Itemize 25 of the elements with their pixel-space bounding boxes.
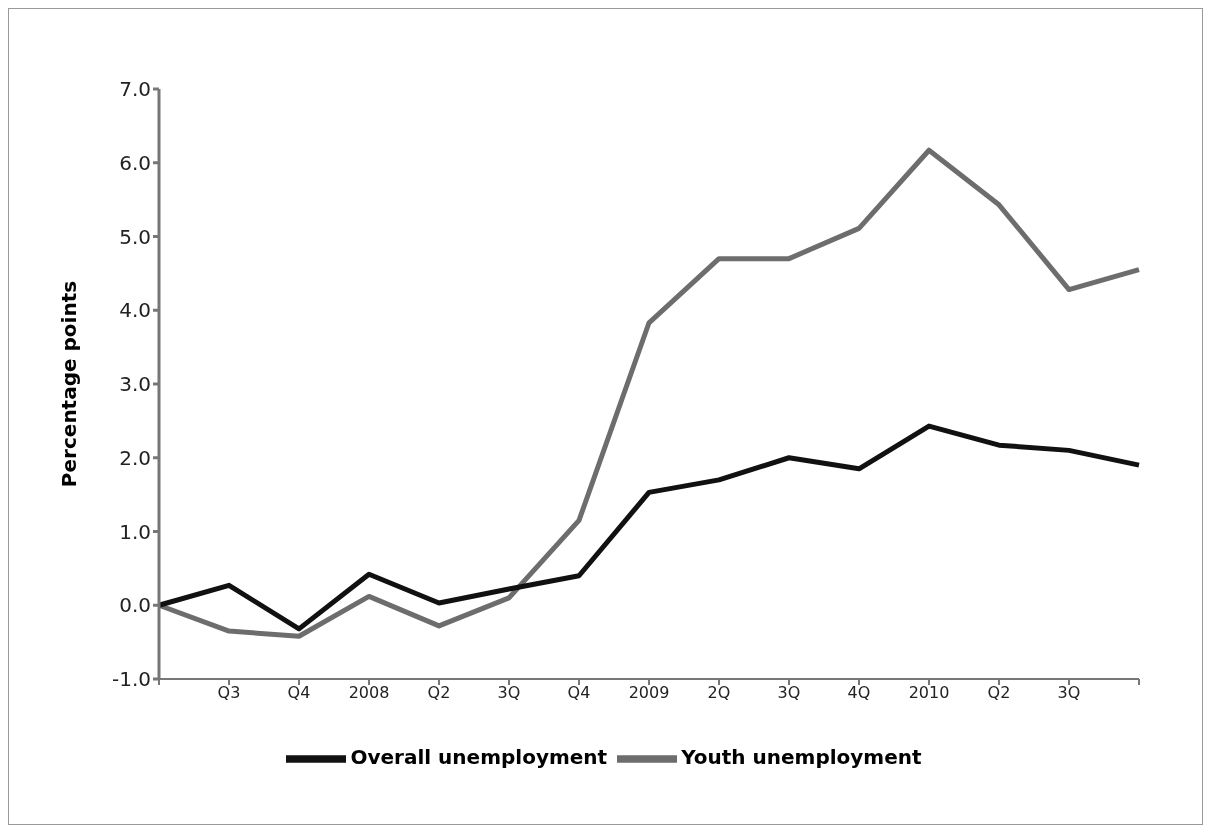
legend-label: Overall unemployment — [350, 744, 608, 769]
x-tick-label: 4Q — [847, 683, 871, 703]
x-tick-label: 2Q — [707, 683, 731, 703]
x-tick-label: 2009 — [628, 683, 670, 703]
y-axis-title: Percentage points — [57, 280, 82, 488]
x-tick-label: 2008 — [348, 683, 390, 703]
x-tick-label: 3Q — [1057, 683, 1081, 703]
x-tick-label: 2010 — [908, 683, 950, 703]
y-tick-label: 0.0 — [119, 593, 151, 618]
y-tick-label: 4.0 — [119, 298, 151, 323]
x-tick-label: 3Q — [497, 683, 521, 703]
x-tick-label: Q4 — [567, 683, 591, 703]
legend-label: Youth unemployment — [681, 744, 922, 769]
y-tick-label: 2.0 — [119, 445, 151, 470]
x-tick-label: Q2 — [987, 683, 1011, 703]
x-tick-label: Q3 — [217, 683, 241, 703]
y-tick-label: 5.0 — [119, 224, 151, 249]
y-tick-label: 3.0 — [119, 372, 151, 397]
x-tick-label: Q2 — [427, 683, 451, 703]
x-tick-label: Q4 — [287, 683, 311, 703]
y-tick-label: 7.0 — [119, 77, 151, 102]
y-tick-label: 6.0 — [119, 150, 151, 175]
y-tick-label: 1.0 — [119, 519, 151, 544]
x-tick-label: 3Q — [777, 683, 801, 703]
y-tick-label: -1.0 — [111, 667, 151, 692]
